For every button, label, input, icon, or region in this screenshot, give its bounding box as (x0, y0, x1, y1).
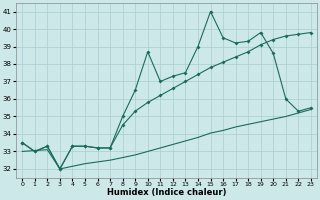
X-axis label: Humidex (Indice chaleur): Humidex (Indice chaleur) (107, 188, 226, 197)
